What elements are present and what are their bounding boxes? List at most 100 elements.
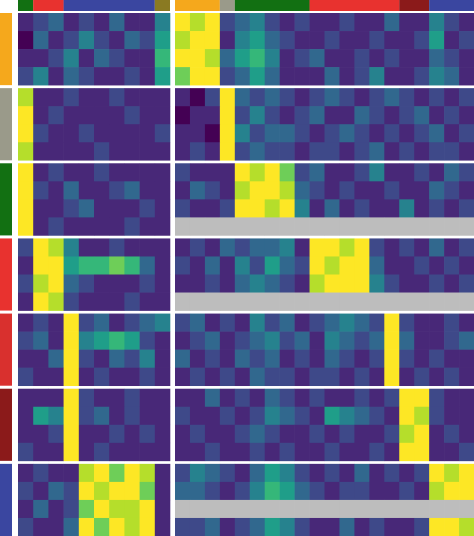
heat-cell [414, 67, 430, 86]
heat-cell [459, 331, 474, 350]
heat-cell [399, 256, 415, 275]
heat-cell [175, 67, 191, 86]
heat-cell [459, 442, 474, 462]
heat-cell [33, 349, 49, 368]
heat-cell [63, 481, 80, 501]
heat-cell [219, 388, 236, 408]
heat-cell [294, 181, 310, 200]
heat-cell [189, 124, 206, 143]
heat-cell [48, 181, 64, 200]
heat-cell [139, 88, 156, 107]
heat-cell [63, 292, 80, 311]
heat-cell [94, 499, 110, 519]
heat-cell [324, 238, 340, 257]
heat-cell [354, 49, 370, 68]
heat-cell [324, 442, 340, 462]
heat-cell [48, 274, 64, 293]
heat-cell [429, 331, 445, 350]
missing-cell [175, 217, 191, 236]
heat-cell [78, 388, 95, 408]
heat-cell [429, 181, 445, 200]
heat-cell [154, 163, 171, 182]
heat-cell [124, 256, 140, 275]
heat-cell [18, 49, 34, 68]
heat-cell [139, 67, 156, 86]
heat-cell [63, 49, 80, 68]
heat-cell [18, 31, 34, 50]
heat-cell [124, 463, 140, 483]
heat-cell [234, 13, 251, 32]
heat-cell [309, 274, 325, 293]
heat-cell [384, 106, 400, 125]
heat-cell [444, 88, 460, 107]
heat-cell [204, 481, 221, 501]
heat-cell [124, 217, 140, 236]
heat-cell [414, 367, 430, 387]
heat-cell [234, 349, 251, 368]
heat-cell [384, 274, 400, 293]
heat-cell [63, 88, 80, 107]
heat-cell [414, 331, 430, 350]
missing-cell [294, 292, 310, 311]
heat-cell [154, 499, 171, 519]
heat-cell [204, 142, 221, 161]
heat-cell [444, 388, 460, 408]
heat-cell [369, 106, 385, 125]
heat-cell [78, 367, 95, 387]
heat-cell [369, 406, 385, 426]
heat-cell [249, 442, 265, 462]
heat-cell [78, 331, 95, 350]
missing-cell [354, 499, 370, 519]
heat-cell [414, 106, 430, 125]
heat-cell [204, 463, 221, 483]
heat-cell [444, 367, 460, 387]
heat-cell [459, 142, 474, 161]
heat-cell [294, 442, 310, 462]
heat-cell [264, 331, 280, 350]
heat-cell [399, 349, 415, 368]
heat-cell [249, 49, 265, 68]
heat-cell [175, 256, 191, 275]
heat-cell [219, 463, 236, 483]
heat-cell [175, 31, 191, 50]
heat-cell [279, 481, 295, 501]
heat-cell [175, 481, 191, 501]
heat-cell [48, 106, 64, 125]
heat-cell [189, 349, 206, 368]
heat-cell [354, 124, 370, 143]
heat-cell [324, 49, 340, 68]
heat-cell [33, 331, 49, 350]
heat-cell [339, 313, 355, 332]
heat-cell [414, 238, 430, 257]
heat-cell [33, 181, 49, 200]
heat-cell [219, 124, 236, 143]
heat-cell [369, 238, 385, 257]
heat-cell [94, 49, 110, 68]
missing-cell [279, 217, 295, 236]
heat-cell [33, 499, 49, 519]
heat-cell [18, 331, 34, 350]
heat-cell [354, 406, 370, 426]
heat-cell [414, 442, 430, 462]
heat-cell [204, 31, 221, 50]
missing-cell [219, 292, 236, 311]
heat-cell [219, 67, 236, 86]
heat-cell [399, 313, 415, 332]
heat-cell [48, 313, 64, 332]
heat-cell [324, 199, 340, 218]
heat-cell [124, 49, 140, 68]
heat-cell [339, 256, 355, 275]
heat-cell [309, 313, 325, 332]
column-group-bar [154, 0, 170, 11]
heat-cell [309, 349, 325, 368]
heat-cell [63, 238, 80, 257]
heat-cell [459, 367, 474, 387]
heat-cell [63, 274, 80, 293]
heat-cell [324, 331, 340, 350]
heat-cell [324, 424, 340, 444]
missing-cell [175, 499, 191, 519]
heat-cell [369, 463, 385, 483]
heat-cell [324, 181, 340, 200]
heat-cell [294, 274, 310, 293]
